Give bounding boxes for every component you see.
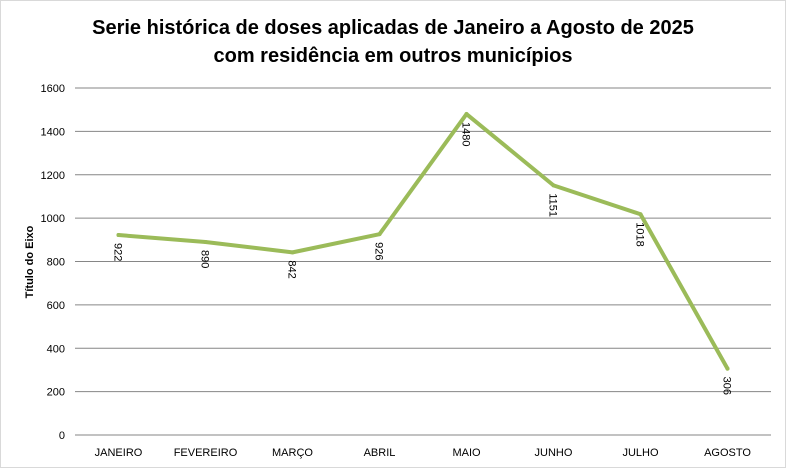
data-point (725, 366, 730, 371)
data-label: 1151 (547, 193, 559, 217)
data-label: 842 (286, 260, 298, 278)
x-tick-label: MARÇO (272, 447, 313, 459)
y-tick-label: 1200 (41, 170, 65, 182)
y-tick-label: 1000 (41, 213, 65, 225)
y-tick-label: 800 (47, 257, 65, 269)
x-tick-label: AGOSTO (704, 447, 751, 459)
y-tick-label: 0 (59, 430, 65, 442)
y-tick-label: 1600 (41, 83, 65, 95)
y-axis-title: Título do Eixo (24, 225, 36, 298)
data-point (377, 232, 382, 237)
y-tick-label: 400 (47, 343, 65, 355)
data-point (464, 112, 469, 117)
data-label: 890 (199, 250, 211, 268)
data-labels: 922 890 842 926 1480 1151 1018 306 (112, 122, 733, 395)
data-point (638, 212, 643, 217)
x-tick-labels: JANEIRO FEVEREIRO MARÇO ABRIL MAIO JUNHO JULHO… (95, 447, 752, 459)
data-point (551, 183, 556, 188)
data-point (203, 239, 208, 244)
y-tick-labels: 0 200 400 600 800 1000 1200 1400 1600 (41, 83, 65, 442)
data-label: 306 (721, 377, 733, 395)
data-label: 926 (373, 242, 385, 260)
data-label: 1018 (634, 222, 646, 246)
x-tick-label: MAIO (452, 447, 481, 459)
y-tick-label: 600 (47, 300, 65, 312)
chart-title-line-1: Serie histórica de doses aplicadas de Ja… (92, 17, 694, 39)
x-tick-label: JANEIRO (95, 447, 143, 459)
data-point (290, 250, 295, 255)
data-point (116, 233, 121, 238)
series-layer (116, 112, 730, 371)
y-tick-label: 1400 (41, 126, 65, 138)
data-label: 1480 (460, 122, 472, 146)
chart-title-line-2: com residência em outros municípios (213, 45, 573, 67)
y-tick-label: 200 (47, 387, 65, 399)
data-label: 922 (112, 243, 124, 261)
chart-title: Serie histórica de doses aplicadas de Ja… (0, 14, 786, 70)
x-tick-label: JULHO (622, 447, 659, 459)
x-tick-label: ABRIL (364, 447, 396, 459)
series-line (116, 112, 730, 371)
x-tick-label: JUNHO (535, 447, 573, 459)
x-tick-label: FEVEREIRO (174, 447, 238, 459)
